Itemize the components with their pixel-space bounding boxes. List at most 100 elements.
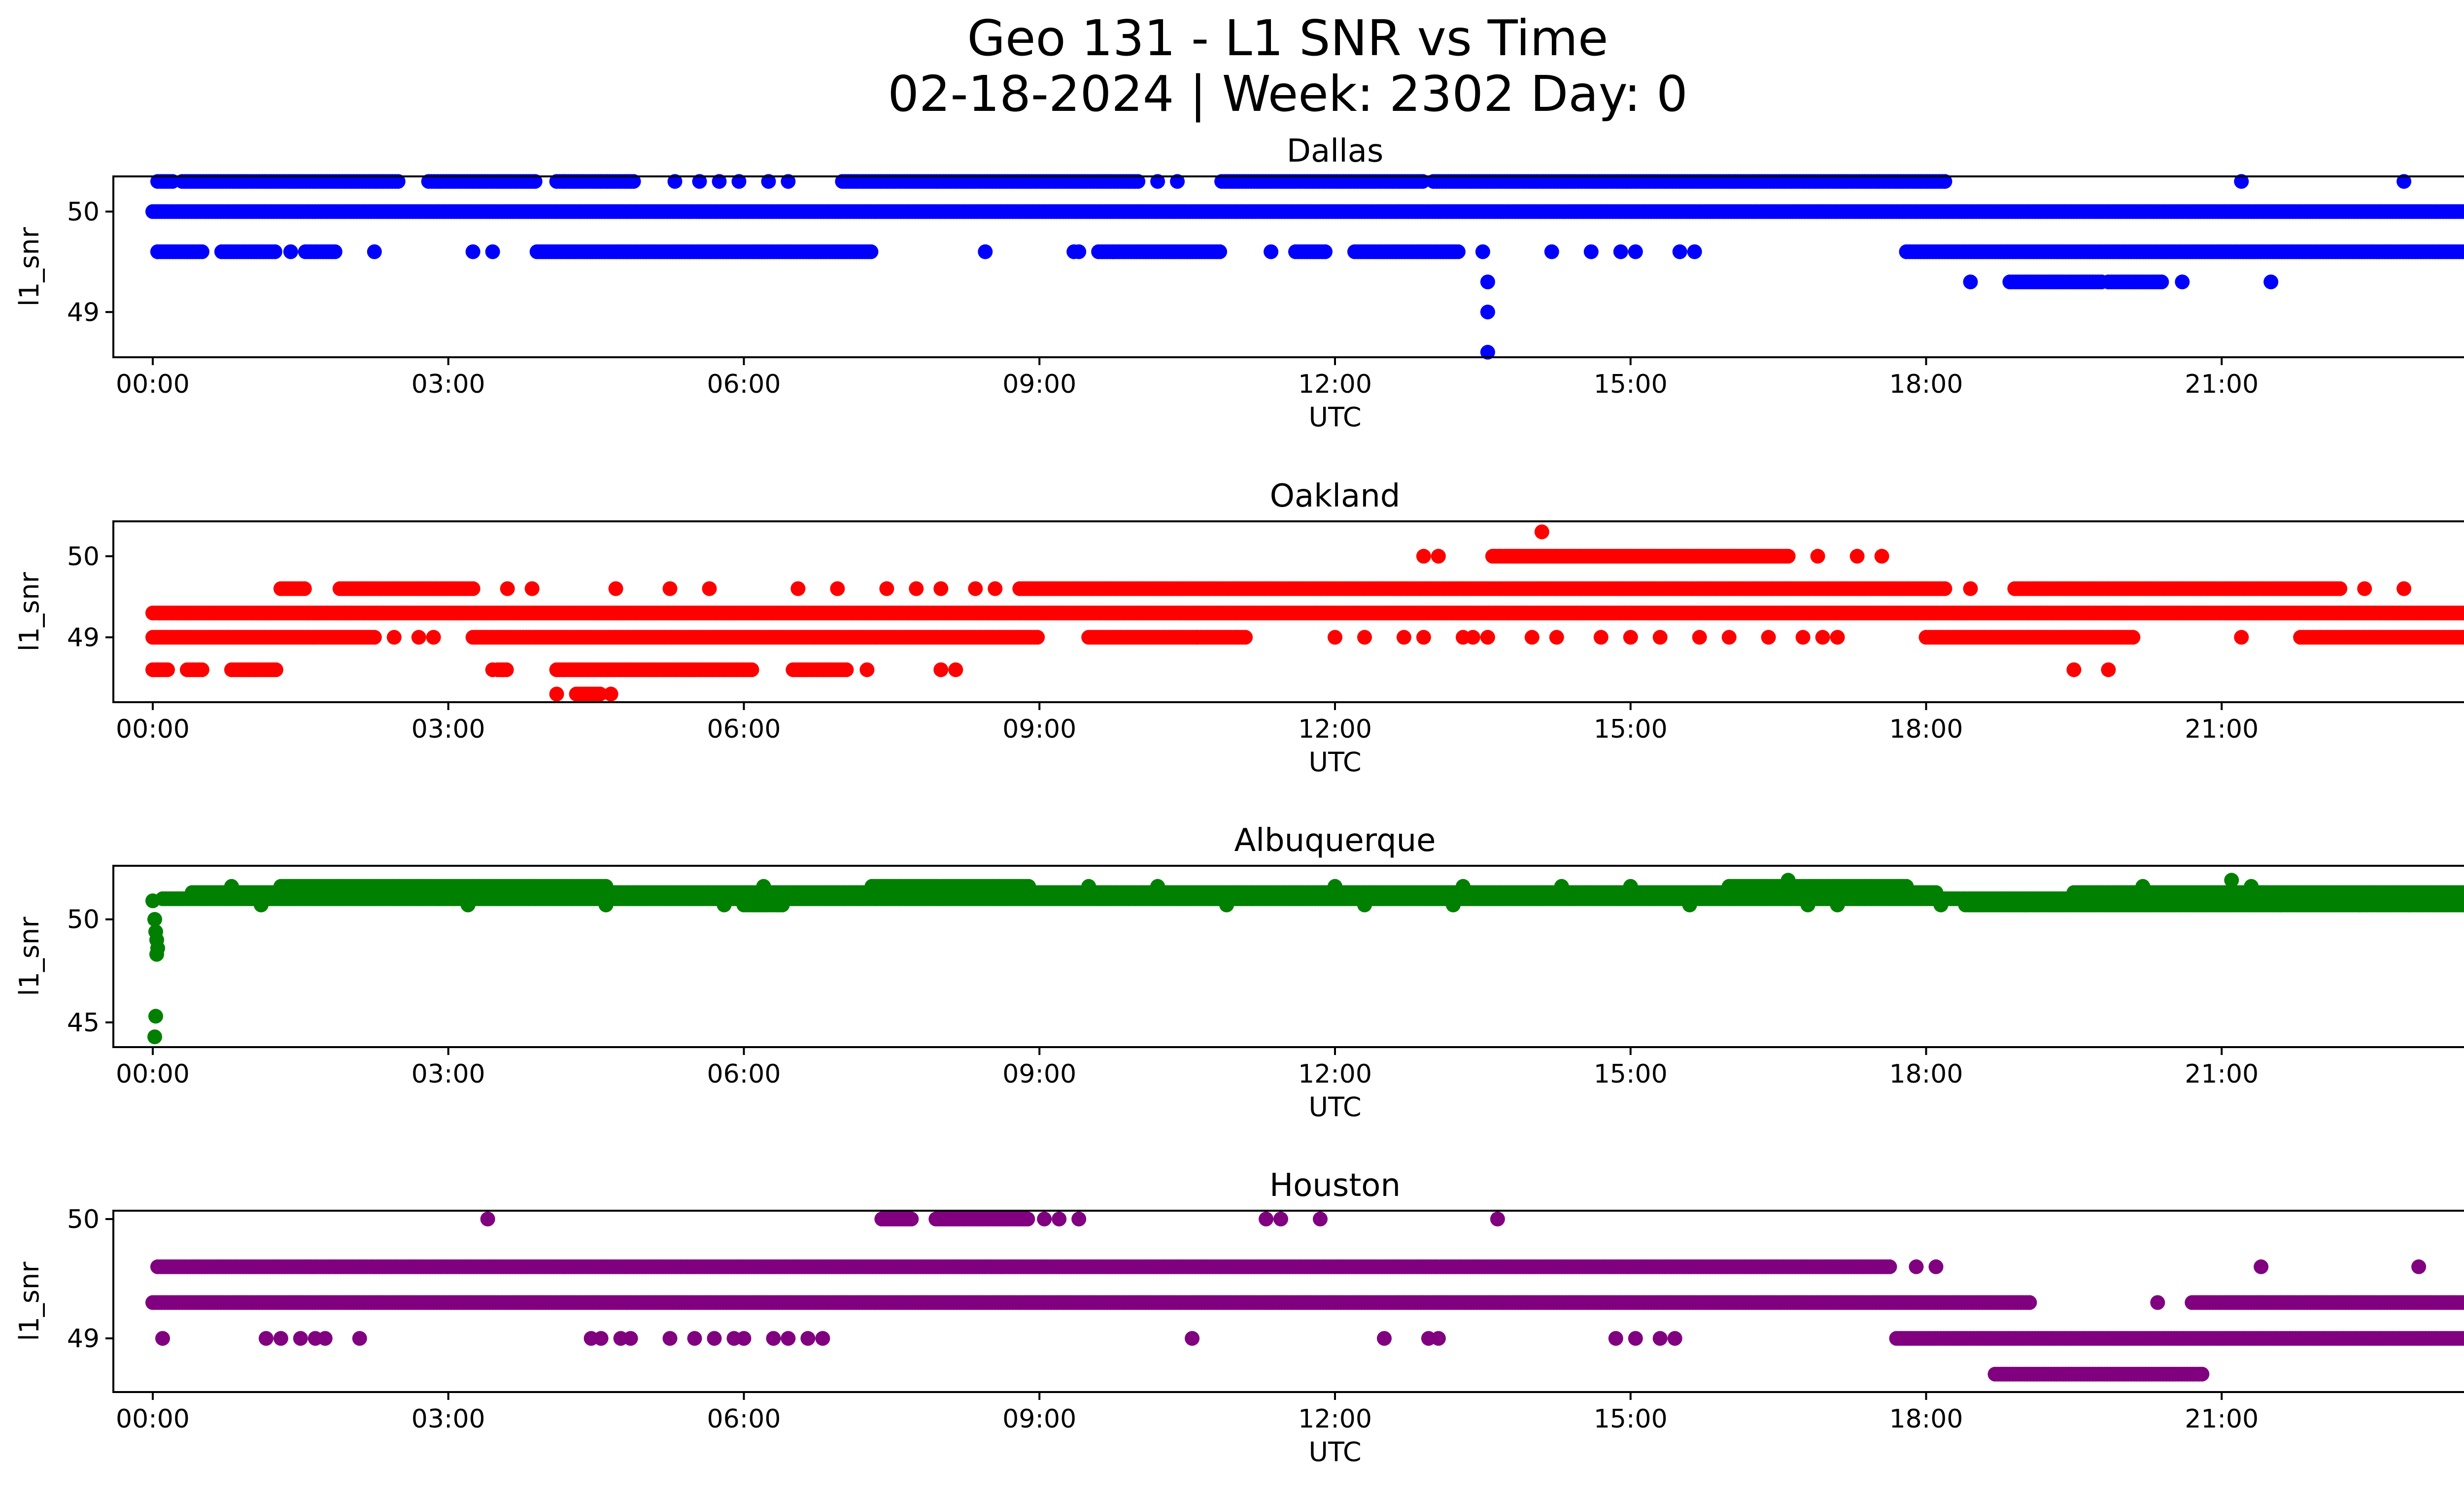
data-point — [549, 687, 564, 702]
x-tick-label: 12:00 — [1298, 714, 1372, 744]
data-point — [2175, 274, 2190, 289]
data-point — [466, 244, 480, 259]
data-point — [499, 662, 514, 677]
x-tick-label: 03:00 — [411, 370, 485, 399]
data-point — [790, 581, 805, 596]
data-point — [859, 662, 874, 677]
data-point — [367, 630, 382, 645]
data-point — [1687, 244, 1702, 259]
y-tick-label: 50 — [67, 542, 100, 572]
data-point — [702, 581, 717, 596]
data-point — [1357, 630, 1372, 645]
data-point — [609, 581, 623, 596]
data-point — [1761, 630, 1776, 645]
data-point — [1830, 630, 1845, 645]
data-point — [1875, 549, 1889, 564]
data-point — [1623, 630, 1638, 645]
data-point — [2357, 581, 2372, 596]
data-point — [863, 244, 878, 259]
data-point — [909, 581, 924, 596]
data-point — [411, 630, 426, 645]
figure-title-line1: Geo 131 - L1 SNR vs Time — [967, 9, 1608, 67]
data-point — [1938, 581, 1952, 596]
data-point — [1692, 630, 1707, 645]
data-point — [1544, 244, 1559, 259]
data-point — [830, 581, 845, 596]
data-point — [1594, 630, 1608, 645]
data-point — [500, 581, 515, 596]
data-point — [1416, 630, 1431, 645]
data-point — [2101, 662, 2116, 677]
data-point — [2125, 630, 2140, 645]
panel-title: Oakland — [1270, 478, 1401, 514]
data-point — [1071, 244, 1086, 259]
data-point — [387, 630, 402, 645]
data-point — [1431, 549, 1446, 564]
data-point — [2066, 662, 2081, 677]
data-point — [150, 244, 165, 259]
figure-title-line2: 02-18-2024 | Week: 2302 Day: 0 — [888, 65, 1687, 123]
x-tick-label: 21:00 — [2185, 714, 2259, 744]
data-point — [1722, 630, 1737, 645]
x-tick-label: 12:00 — [1298, 370, 1372, 399]
x-tick-label: 09:00 — [1002, 714, 1076, 744]
panel-title: Dallas — [1287, 133, 1384, 170]
data-point — [948, 662, 963, 677]
data-point — [2396, 581, 2411, 596]
data-point — [2332, 581, 2347, 596]
data-point — [1190, 630, 1204, 645]
data-point — [1480, 274, 1495, 289]
y-axis-label: l1_snr — [14, 227, 45, 306]
x-tick-label: 06:00 — [707, 370, 781, 399]
data-point — [2263, 274, 2278, 289]
data-point — [745, 662, 759, 677]
data-point — [367, 244, 382, 259]
data-point — [525, 581, 540, 596]
data-point — [1318, 244, 1333, 259]
data-point — [1466, 630, 1480, 645]
data-point — [1328, 630, 1342, 645]
data-point — [1264, 244, 1278, 259]
x-tick-label: 15:00 — [1594, 370, 1668, 399]
data-point — [426, 630, 441, 645]
data-point — [1549, 630, 1564, 645]
data-point — [1030, 630, 1045, 645]
data-point — [1850, 549, 1865, 564]
data-point — [1451, 244, 1466, 259]
data-point — [1106, 244, 1121, 259]
x-tick-label: 00:00 — [116, 370, 190, 399]
data-point — [1397, 630, 1411, 645]
x-tick-label: 15:00 — [1594, 714, 1668, 744]
data-point — [604, 687, 618, 702]
data-point — [1673, 244, 1687, 259]
y-tick-label: 49 — [67, 298, 100, 327]
x-axis-label: UTC — [1308, 747, 1361, 778]
data-point — [933, 581, 948, 596]
data-point — [195, 662, 209, 677]
data-point — [1811, 549, 1825, 564]
data-point — [297, 581, 312, 596]
y-tick-label: 49 — [67, 623, 100, 652]
data-point — [1963, 581, 1978, 596]
data-point — [1229, 630, 1244, 645]
data-point — [485, 662, 500, 677]
data-point — [933, 662, 948, 677]
data-point — [1525, 630, 1540, 645]
x-axis-label: UTC — [1308, 402, 1361, 433]
x-tick-label: 09:00 — [1002, 370, 1076, 399]
data-point — [663, 581, 678, 596]
x-tick-label: 21:00 — [2185, 370, 2259, 399]
data-point — [1653, 630, 1668, 645]
data-point — [195, 244, 209, 259]
x-tick-label: 00:00 — [116, 714, 190, 744]
x-tick-label: 18:00 — [1889, 714, 1963, 744]
data-point — [485, 244, 500, 259]
data-point — [988, 581, 1002, 596]
x-tick-label: 18:00 — [1889, 370, 1963, 399]
data-point — [978, 244, 992, 259]
data-point — [1781, 549, 1796, 564]
data-point — [879, 581, 894, 596]
y-tick-label: 50 — [67, 197, 100, 227]
data-point — [268, 244, 282, 259]
